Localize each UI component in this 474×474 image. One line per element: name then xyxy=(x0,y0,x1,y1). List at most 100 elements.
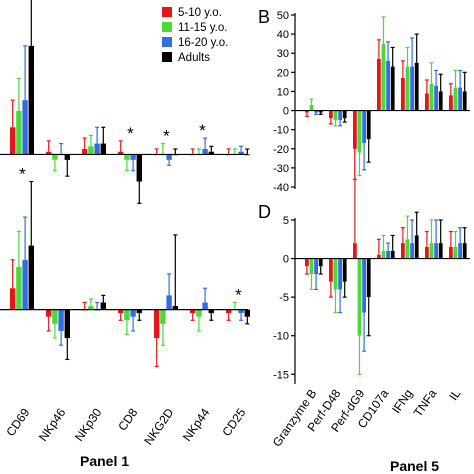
panel1-top-bar-0-0 xyxy=(10,127,16,155)
panel1-top-bar-0-1 xyxy=(16,111,22,155)
g-cats1-label-6: CD25 xyxy=(219,405,248,438)
panel5-B-bar-2-0 xyxy=(353,110,357,149)
panel5-B-bar-4-1 xyxy=(405,66,410,111)
panel5-D-ytick-label-5: 5 xyxy=(283,215,289,227)
panel1-top-bar-3-1 xyxy=(124,154,130,160)
panel1-bottom-bar-6-3 xyxy=(244,309,250,317)
panel1-bottom-bar-5-0 xyxy=(190,309,196,314)
panel5-D-bar-4-1 xyxy=(405,239,410,259)
panel1-bottom-bar-6-0 xyxy=(226,309,232,314)
panel1-bottom-significance-star-6: * xyxy=(235,286,242,305)
panel1-bottom-bar-3-0 xyxy=(118,309,124,314)
panel5-B-bar-0-2 xyxy=(314,110,318,113)
panel5-D-bar-4-2 xyxy=(410,243,414,259)
legend-label-2: 16-20 y.o. xyxy=(178,37,228,49)
panel1-bottom-bar-4-3 xyxy=(172,306,178,310)
panel1-category-labels: CD69 NKp46 NKp30 CD8 NKG2D NKp44 CD25 xyxy=(3,405,248,447)
panel1-top-chart: * * * xyxy=(0,0,250,204)
panel1-top-significance-star-4: * xyxy=(163,127,170,146)
panel5-B-bar-5-0 xyxy=(425,93,429,111)
panel5-D-bar-6-3 xyxy=(462,243,467,259)
panel1-bottom-bar-4-2 xyxy=(166,295,172,310)
legend-swatch-1 xyxy=(162,22,172,32)
panel1-bottom-bar-3-1 xyxy=(124,309,130,321)
panel1-bottom-bar-5-3 xyxy=(208,309,214,314)
panel5-B-bar-3-0 xyxy=(377,58,381,111)
panel1-top-bar-2-1 xyxy=(88,146,94,155)
panel5-B-bar-6-3 xyxy=(462,91,467,111)
panel5-D-bar-5-1 xyxy=(429,243,434,259)
panel5-B-bar-0-3 xyxy=(318,110,323,113)
panel5-B-bar-3-3 xyxy=(390,66,395,111)
legend-label-0: 5-10 y.o. xyxy=(178,7,222,19)
panel5-D-bar-2-2 xyxy=(362,258,366,313)
g-cats1-label-5: NKp44 xyxy=(180,405,213,443)
panel5-D-ytick-label--5: -5 xyxy=(279,292,289,304)
panel1-bottom-bar-0-2 xyxy=(22,259,28,310)
panel5-D-bar-4-3 xyxy=(414,235,419,259)
panel1-bottom-bar-6-2 xyxy=(238,309,244,314)
panel5-B-ytick-label-30: 30 xyxy=(277,48,289,60)
panel5-D-bar-5-3 xyxy=(438,243,443,259)
g-cats1-label-0: CD69 xyxy=(3,405,32,438)
g-cats1-label-4: NKG2D xyxy=(141,405,176,447)
panel5-B-bar-1-1 xyxy=(333,110,338,121)
panel1-bottom-bar-1-3 xyxy=(64,309,70,339)
panel5-B-bar-0-0 xyxy=(305,110,309,113)
panel5-B-ytick-label--10: -10 xyxy=(273,125,289,137)
panel1-bottom-bar-5-2 xyxy=(202,302,208,310)
panel1-bottom-bar-5-1 xyxy=(196,309,202,317)
panel5-D-bar-5-0 xyxy=(425,247,429,259)
panel5-B-ytick-label-0: 0 xyxy=(283,106,289,118)
panel5-D-ytick-label--10: -10 xyxy=(273,331,289,343)
panel1-top-bar-1-3 xyxy=(64,154,70,160)
panel5-B-ytick-label-50: 50 xyxy=(277,10,289,22)
panel-letter-d: D xyxy=(258,202,271,222)
panel5-D-bar-2-1 xyxy=(357,258,362,336)
panel1-title: Panel 1 xyxy=(80,453,129,469)
panel1-bottom-bar-1-0 xyxy=(46,309,52,317)
panel1-bottom-bar-4-1 xyxy=(160,309,166,324)
panel1-top-bar-1-1 xyxy=(52,154,58,160)
panel5-D-bar-0-2 xyxy=(314,258,318,274)
panel5-D-bar-1-0 xyxy=(329,258,333,282)
panel5-D-bar-4-0 xyxy=(401,243,405,259)
panel1-top-bar-3-3 xyxy=(136,154,142,182)
panel1-top-significance-star-5: * xyxy=(199,121,206,140)
panel5-B-bar-4-0 xyxy=(401,78,405,111)
panel5-B-ytick-label--30: -30 xyxy=(273,163,289,175)
legend-label-3: Adults xyxy=(178,52,210,64)
panel5-D-bar-0-1 xyxy=(309,258,314,274)
legend-label-1: 11-15 y.o. xyxy=(178,22,227,34)
panel5-B-bar-1-2 xyxy=(338,110,342,121)
panel1-bottom-bar-4-0 xyxy=(154,309,160,339)
panel1-top-bar-2-2 xyxy=(94,143,100,155)
panel1-top-bar-3-0 xyxy=(118,151,124,155)
panel1-bottom-bar-3-2 xyxy=(130,309,136,317)
panel5-B-bar-6-0 xyxy=(449,95,453,111)
panel5-B-bar-5-1 xyxy=(429,83,434,111)
panel5-D-bar-5-2 xyxy=(434,243,438,259)
panel5-D-bar-2-3 xyxy=(366,258,371,298)
panel5-B-bar-2-1 xyxy=(357,110,362,153)
g-cats5-label-6: IL xyxy=(446,386,463,402)
panel5-B-bar-5-3 xyxy=(438,91,443,111)
panel5-D-ytick-label--15: -15 xyxy=(273,369,289,381)
panel1-bottom-bar-1-1 xyxy=(52,309,58,324)
panel1-bottom-bar-3-3 xyxy=(136,309,142,314)
panel5-B-bar-2-3 xyxy=(366,110,371,140)
legend-swatch-3 xyxy=(162,52,172,62)
panel1-bottom-significance-star-0: * xyxy=(19,165,26,184)
panel1-bottom-bar-0-1 xyxy=(16,266,22,310)
panel5-D-bar-6-0 xyxy=(449,247,453,259)
panel5-category-labels: Granzyme BPerf-D48Perf-dG9CD107aIFNgTNFa… xyxy=(270,386,464,449)
panel1-top-bar-4-2 xyxy=(166,154,172,160)
panel1-top-bar-2-0 xyxy=(82,149,88,155)
panel5-B-bar-6-1 xyxy=(453,87,458,111)
panel1-top-bar-5-3 xyxy=(208,151,214,155)
panel1-top-bar-0-3 xyxy=(28,45,34,155)
panel5-B-bar-3-2 xyxy=(386,60,390,111)
panel5-B-ytick-label-10: 10 xyxy=(277,86,289,98)
panel5-D-bar-0-3 xyxy=(318,258,323,267)
panel5-D-ytick-label-0: 0 xyxy=(283,254,289,266)
